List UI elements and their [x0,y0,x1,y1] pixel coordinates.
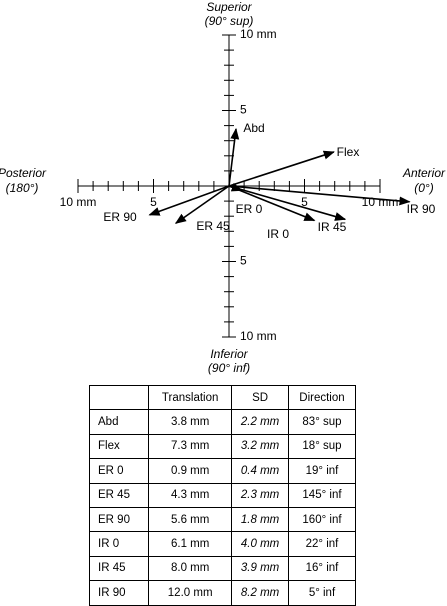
table-cell: 4.3 mm [148,482,233,508]
table-cell [88,384,150,411]
table-cell: 3.9 mm [231,555,289,582]
table-cell: 7.3 mm [148,433,233,460]
table-cell: 0.4 mm [231,458,289,484]
axis-label: (90° inf) [208,361,250,375]
table-cell: 18° sup [287,433,357,460]
table-cell: 4.0 mm [231,531,289,557]
table-cell: 145° inf [287,482,357,508]
table-cell: 16° inf [287,555,357,582]
table-header: Translation SD Direction [88,384,357,411]
vector-label: IR 0 [267,227,289,241]
vector-label: IR 45 [318,220,347,234]
y-tick-label: 10 mm [240,27,277,41]
vector-arrow [228,185,316,222]
table-cell: Translation [148,384,233,411]
vector-chart: Superior (90° sup) Inferior (90° inf) Po… [0,0,446,375]
table-cell: 5.6 mm [148,506,233,533]
table-row: IR 45 8.0 mm 3.9 mm 16° inf [88,555,357,582]
x-tick-label: 5 [150,195,157,209]
table-row: Flex 7.3 mm 3.2 mm 18° sup [88,433,357,460]
table-cell: Abd [88,409,150,435]
axis-label: (0°) [414,181,433,195]
table-cell: ER 0 [88,458,150,484]
axis-label: Inferior [210,347,248,361]
table-cell: 12.0 mm [148,580,233,606]
data-table: Translation SD Direction Abd 3.8 mm 2.2 mm 83°… [88,384,357,606]
table-cell: Direction [287,384,357,411]
table-cell: ER 90 [88,506,150,533]
table-cell: Flex [88,433,150,460]
vector-label: ER 0 [236,202,263,216]
vector-arrow [228,150,335,187]
table-row: Abd 3.8 mm 2.2 mm 83° sup [88,409,357,435]
table-cell: SD [231,384,289,411]
table-cell: 8.0 mm [148,555,233,582]
x-tick-label: 5 [301,195,308,209]
table-cell: 3.8 mm [148,409,233,435]
vector-arrow [148,185,230,216]
vector-label: ER 45 [196,219,230,233]
axis-label: Posterior [0,166,47,180]
table-cell: 0.9 mm [148,458,233,484]
table-cell: 160° inf [287,506,357,533]
x-tick-label: 10 mm [60,195,97,209]
table-cell: 3.2 mm [231,433,289,460]
table-cell: ER 45 [88,482,150,508]
table-row: ER 90 5.6 mm 1.8 mm 160° inf [88,506,357,533]
table-cell: 22° inf [287,531,357,557]
table-cell: 83° sup [287,409,357,435]
table-cell: 1.8 mm [231,506,289,533]
vector-label: Abd [243,121,264,135]
table-cell: 2.3 mm [231,482,289,508]
vector-label: ER 90 [103,210,137,224]
vector-arrow [228,185,347,221]
table-cell: IR 45 [88,555,150,582]
vector-arrow [174,185,230,224]
table-cell: 2.2 mm [231,409,289,435]
y-tick-label: 10 mm [240,329,277,343]
table-cell: 8.2 mm [231,580,289,606]
table-row: IR 0 6.1 mm 4.0 mm 22° inf [88,531,357,557]
table-cell: 19° inf [287,458,357,484]
axis-label: (180°) [6,181,39,195]
vector-label: Flex [337,145,360,159]
y-tick-label: 5 [240,103,247,117]
axis-label: Superior [206,0,252,14]
table-row: ER 0 0.9 mm 0.4 mm 19° inf [88,458,357,484]
vector-arrow [228,127,240,187]
axis-label: (90° sup) [205,14,254,28]
table-cell: 5° inf [287,580,357,606]
table-cell: 6.1 mm [148,531,233,557]
axis-label: Anterior [402,166,446,180]
y-tick-label: 5 [240,254,247,268]
table-cell: IR 90 [88,580,150,606]
x-tick-label: 10 mm [362,195,399,209]
table-row: IR 90 12.0 mm 8.2 mm 5° inf [88,580,357,606]
table-cell: IR 0 [88,531,150,557]
vector-label: IR 90 [407,202,436,216]
table-row: ER 45 4.3 mm 2.3 mm 145° inf [88,482,357,508]
vector-arrow [228,185,411,206]
